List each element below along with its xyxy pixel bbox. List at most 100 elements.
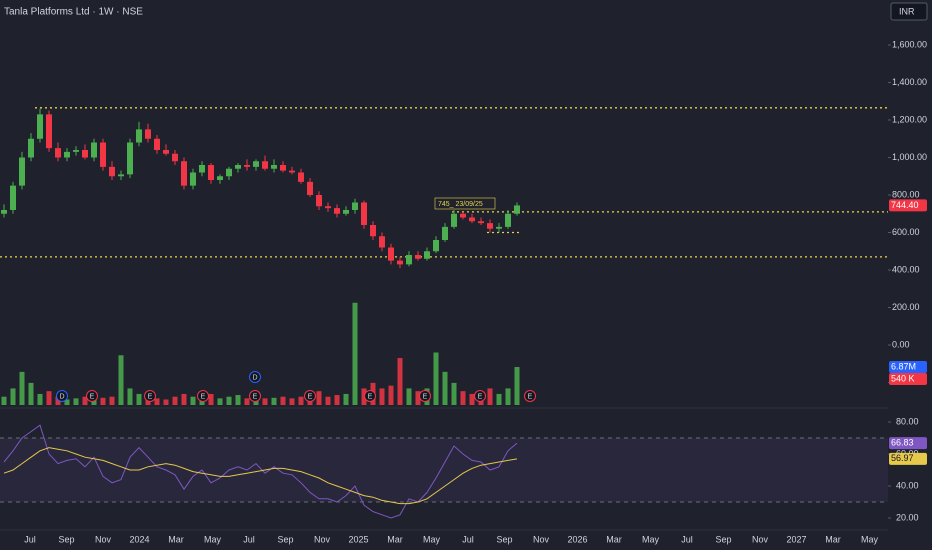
y-tick-label: 1,600.00 <box>892 39 927 49</box>
annotation: 745_ 23/09/25 <box>438 201 483 208</box>
candle-body <box>487 223 493 229</box>
candle-body <box>325 206 331 209</box>
candle-body <box>91 142 97 158</box>
volume-bar <box>262 398 268 405</box>
candle-body <box>388 247 394 261</box>
event-icon <box>419 390 431 402</box>
y-tick-label: 800.00 <box>892 189 920 199</box>
x-tick-label: Nov <box>533 534 550 544</box>
candle-body <box>442 226 448 240</box>
event-icon <box>249 390 261 402</box>
candle <box>64 148 70 162</box>
candle-body <box>37 114 43 139</box>
volume-bar <box>442 371 448 405</box>
volume-bar <box>379 388 385 405</box>
candle-body <box>289 170 295 173</box>
volume-bar <box>271 397 277 405</box>
candle-body <box>361 202 367 225</box>
x-tick-label: 2024 <box>129 534 149 544</box>
event-icon <box>524 390 536 402</box>
rsi-tick-label: 80.00 <box>896 416 919 426</box>
candle-body <box>496 226 502 229</box>
volume-bar <box>325 396 331 405</box>
x-tick-label: Nov <box>314 534 331 544</box>
candle-body <box>244 165 250 167</box>
volume-bar <box>118 355 124 405</box>
event-label: E <box>308 393 313 400</box>
candle <box>262 155 268 171</box>
volume-bar <box>100 397 106 405</box>
candle <box>190 168 196 190</box>
y-tick-label: 400.00 <box>892 264 920 274</box>
candle <box>379 232 385 252</box>
event-icon <box>249 371 261 383</box>
currency-box[interactable] <box>890 2 928 21</box>
candle <box>514 202 520 216</box>
event-icon <box>144 390 156 402</box>
candle-body <box>379 236 385 248</box>
volume-bar <box>487 388 493 405</box>
candle-body <box>28 138 34 158</box>
volume-bar <box>163 399 169 405</box>
event-icon <box>197 390 209 402</box>
candle-body <box>199 165 205 173</box>
candle-body <box>415 255 421 259</box>
candle <box>37 108 43 143</box>
volume-bar <box>64 399 70 405</box>
candle <box>163 144 169 156</box>
last-price-bg <box>889 199 927 212</box>
volume-bar <box>352 302 358 405</box>
candle-body <box>352 202 358 210</box>
rsi-ma-last: 56.97 <box>891 453 914 463</box>
volume-bar <box>1 396 7 405</box>
candle-body <box>298 172 304 182</box>
candle <box>397 256 403 269</box>
candle <box>460 211 466 220</box>
candle <box>406 251 412 267</box>
x-tick-label: May <box>423 534 441 544</box>
candle <box>10 181 16 214</box>
currency[interactable]: INR <box>899 6 915 16</box>
volume-bar <box>55 396 61 405</box>
x-tick-label: 2027 <box>786 534 806 544</box>
x-tick-label: Mar <box>825 534 841 544</box>
rsi-last-bg <box>889 437 927 450</box>
candle <box>433 236 439 254</box>
candle-body <box>19 157 25 186</box>
last-price: 744.40 <box>891 200 919 210</box>
x-tick-label: Mar <box>387 534 403 544</box>
candle <box>181 157 187 190</box>
event-label: D <box>59 393 64 400</box>
candle <box>199 161 205 177</box>
volume-bar <box>361 388 367 405</box>
candle-body <box>478 221 484 224</box>
volume-last: 6.87M <box>891 361 916 371</box>
volume-bar <box>217 398 223 405</box>
x-tick-label: Nov <box>95 534 112 544</box>
candle <box>244 159 250 171</box>
y-tick-label: 0.00 <box>892 339 910 349</box>
event-label: E <box>368 393 373 400</box>
candle-body <box>154 138 160 150</box>
candle <box>496 223 502 233</box>
y-tick-label: 200.00 <box>892 302 920 312</box>
event-label: E <box>423 393 428 400</box>
x-tick-label: 2026 <box>567 534 587 544</box>
event-label: E <box>201 393 206 400</box>
x-tick-label: Mar <box>606 534 622 544</box>
candle-body <box>208 165 214 180</box>
candle-body <box>100 142 106 167</box>
candle-body <box>163 150 169 154</box>
volume-bar <box>226 396 232 405</box>
candle <box>253 159 259 171</box>
volume-bar <box>190 396 196 405</box>
candle-body <box>10 185 16 210</box>
volume-bar <box>127 388 133 405</box>
x-tick-label: Jul <box>681 534 693 544</box>
candle <box>388 243 394 265</box>
candle <box>1 204 7 218</box>
volume-bar <box>451 382 457 405</box>
volume-bar <box>154 398 160 405</box>
candle-body <box>370 225 376 237</box>
